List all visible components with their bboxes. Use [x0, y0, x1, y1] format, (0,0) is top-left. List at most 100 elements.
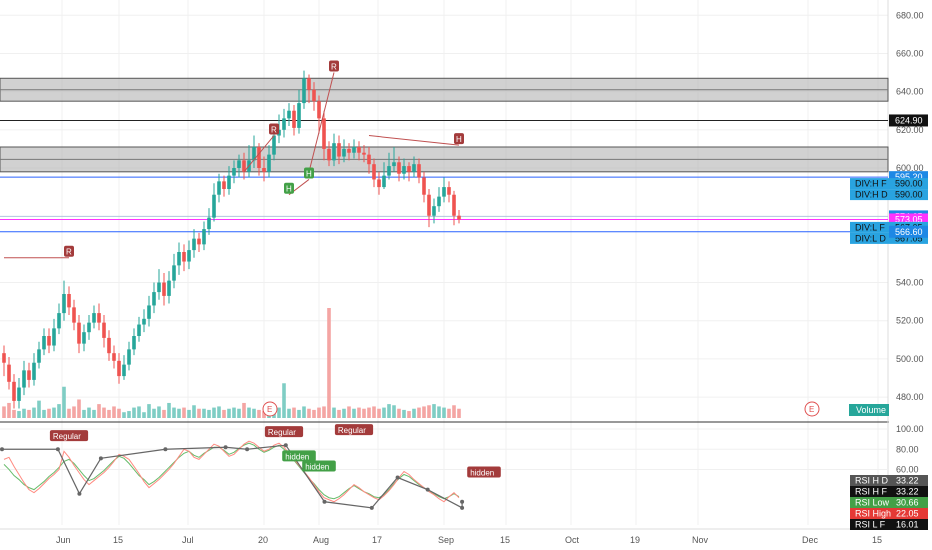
candle: [117, 353, 121, 384]
candle-body: [267, 154, 271, 172]
volume-bar: [157, 406, 161, 418]
volume-label-bg: [849, 404, 888, 416]
rsi-pivot-dot: [460, 499, 465, 504]
candle-body: [27, 370, 31, 380]
rsi-pivot-dot: [322, 499, 327, 504]
volume-bar: [137, 406, 141, 418]
volume-bar: [62, 386, 66, 418]
candle-body: [102, 322, 106, 338]
rsi-divergence-label: Regular: [49, 430, 89, 442]
candle: [212, 183, 216, 222]
tag-value: 573.05: [895, 214, 923, 224]
volume-bar: [387, 404, 391, 418]
candle-body: [372, 164, 376, 180]
candle: [252, 135, 256, 168]
volume-bar: [87, 407, 91, 418]
rsi-tick: 100.00: [896, 424, 924, 434]
candle-body: [17, 387, 21, 401]
tag-value: 624.90: [895, 115, 923, 125]
candle-body: [357, 147, 361, 153]
candle-body: [297, 103, 301, 128]
candle-body: [127, 349, 131, 365]
candle: [417, 158, 421, 184]
divergence-marker: H: [284, 182, 294, 194]
volume-bar: [417, 407, 421, 418]
candle-body: [332, 143, 336, 161]
candle-body: [82, 332, 86, 344]
rsi-tick: 80.00: [896, 444, 919, 454]
tag-bg: [850, 189, 928, 201]
candle-body: [407, 166, 411, 172]
price-tick: 620.00: [896, 125, 924, 135]
price-tick: 540.00: [896, 278, 924, 288]
candle: [192, 229, 196, 258]
candle-body: [122, 364, 126, 377]
rsi-label-text: Regular: [53, 432, 81, 441]
tag-label: DIV:L D: [855, 233, 886, 243]
time-tick: Nov: [692, 535, 709, 545]
rsi-tag-value: 22.05: [896, 509, 919, 519]
candle: [237, 154, 241, 178]
volume-bar: [52, 407, 56, 418]
rsi-divergence-label: Regular: [334, 424, 374, 436]
rsi-label-bg: [467, 466, 501, 478]
candle: [62, 280, 66, 321]
candle-body: [277, 129, 281, 136]
candle-body: [422, 177, 426, 195]
time-tick: 15: [113, 535, 123, 545]
candle-body: [107, 337, 111, 354]
time-tick: 17: [372, 535, 382, 545]
divergence-marker: R: [269, 123, 279, 135]
volume-bar: [167, 402, 171, 418]
candle-body: [202, 229, 206, 245]
volume-bar: [287, 408, 291, 418]
volume-bar: [377, 408, 381, 418]
candle-body: [32, 362, 36, 380]
volume-bar: [57, 404, 61, 418]
volume-bar: [197, 408, 201, 418]
volume-bar: [192, 405, 196, 418]
candle-body: [42, 336, 46, 350]
volume-bar: [247, 407, 251, 418]
rsi-label-bg: [49, 430, 89, 442]
candle: [207, 208, 211, 235]
candle-body: [67, 294, 71, 308]
rsi-tag: RSI L F 16.01: [850, 519, 928, 530]
marker-label: R: [66, 248, 72, 257]
volume-bar: [117, 408, 121, 418]
price-tick: 480.00: [896, 392, 924, 402]
volume-bar: [172, 407, 176, 418]
volume-bar: [402, 409, 406, 418]
tag-value: 566.60: [895, 227, 923, 237]
volume-bar: [162, 409, 166, 418]
volume-bar: [82, 409, 86, 418]
volume-bar: [77, 399, 81, 418]
time-tick: Jun: [56, 535, 71, 545]
volume-bar: [242, 402, 246, 418]
candle-body: [117, 360, 121, 377]
volume-bar: [187, 409, 191, 418]
candle-body: [292, 110, 296, 128]
volume-bar: [422, 406, 426, 418]
volume-bar: [237, 408, 241, 418]
candlesticks: [2, 70, 461, 409]
rsi-label-bg: [282, 450, 316, 462]
rsi-tag-bg: [850, 497, 928, 508]
candle: [12, 374, 16, 409]
candle-body: [447, 187, 451, 195]
candle: [2, 345, 6, 377]
candle-body: [167, 280, 171, 296]
candle-body: [212, 194, 216, 218]
rsi-pivot-dot: [369, 505, 374, 510]
candle-body: [222, 181, 226, 189]
volume-bar: [147, 404, 151, 418]
rsi-tag-bg: [850, 486, 928, 497]
candle-body: [457, 215, 461, 220]
candle: [412, 156, 416, 178]
candle: [57, 303, 61, 335]
candle: [242, 152, 246, 180]
rsi-tag-value: 33.22: [896, 487, 919, 497]
candle-body: [432, 206, 436, 216]
